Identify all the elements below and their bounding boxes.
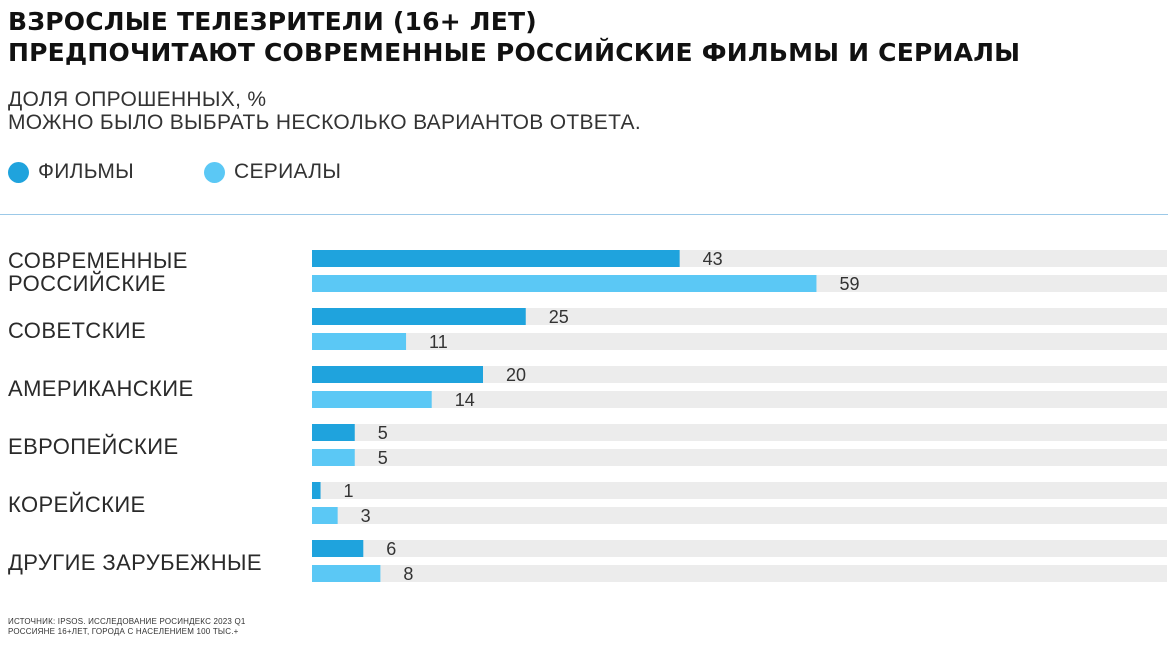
bar-track bbox=[312, 366, 1167, 383]
bar-track bbox=[312, 565, 1167, 582]
source-note: ИСТОЧНИК: IPSOS. ИССЛЕДОВАНИЕ РОСИНДЕКС … bbox=[8, 617, 246, 637]
data-label-films: 1 bbox=[344, 481, 354, 501]
bar-films bbox=[312, 366, 483, 383]
source-line: ИСТОЧНИК: IPSOS. ИССЛЕДОВАНИЕ РОСИНДЕКС … bbox=[8, 617, 246, 626]
data-label-films: 43 bbox=[703, 249, 723, 269]
bar-films bbox=[312, 540, 364, 557]
bar-series bbox=[312, 507, 338, 524]
chart-subtitle: ДОЛЯ ОПРОШЕННЫХ, % МОЖНО БЫЛО ВЫБРАТЬ НЕ… bbox=[8, 88, 641, 134]
divider bbox=[0, 214, 1168, 215]
bar-track bbox=[312, 391, 1167, 408]
legend-item-films: ФИЛЬМЫ bbox=[8, 160, 134, 184]
category-label: ДРУГИЕ ЗАРУБЕЖНЫЕ bbox=[8, 549, 262, 575]
chart-title: ВЗРОСЛЫЕ ТЕЛЕЗРИТЕЛИ (16+ ЛЕТ) ПРЕДПОЧИТ… bbox=[8, 6, 1020, 68]
data-label-series: 5 bbox=[378, 448, 388, 468]
bar-films bbox=[312, 482, 321, 499]
data-label-series: 11 bbox=[429, 332, 448, 352]
chart-title-line: ПРЕДПОЧИТАЮТ СОВРЕМЕННЫЕ РОССИЙСКИЕ ФИЛЬ… bbox=[8, 38, 1021, 67]
legend-dot-series bbox=[204, 161, 225, 183]
category-label: ЕВРОПЕЙСКИЕ bbox=[8, 433, 179, 459]
bar-series bbox=[312, 275, 817, 292]
legend-label-series: СЕРИАЛЫ bbox=[234, 160, 342, 183]
bar-track bbox=[312, 482, 1167, 499]
data-label-films: 6 bbox=[386, 539, 396, 559]
legend-label-films: ФИЛЬМЫ bbox=[38, 160, 135, 183]
legend-item-series: СЕРИАЛЫ bbox=[204, 160, 341, 184]
category-label: АМЕРИКАНСКИЕ bbox=[8, 375, 194, 401]
bar-track bbox=[312, 449, 1167, 466]
subtitle-line: ДОЛЯ ОПРОШЕННЫХ, % bbox=[8, 88, 267, 111]
category-label: СОВЕТСКИЕ bbox=[8, 317, 147, 343]
data-label-films: 25 bbox=[549, 307, 569, 327]
data-label-series: 59 bbox=[839, 274, 859, 294]
data-label-films: 5 bbox=[378, 423, 388, 443]
source-line: РОССИЯНЕ 16+ЛЕТ, ГОРОДА С НАСЕЛЕНИЕМ 100… bbox=[8, 627, 239, 636]
data-label-films: 20 bbox=[506, 365, 526, 385]
bar-films bbox=[312, 424, 355, 441]
bar-films bbox=[312, 250, 680, 267]
bar-track bbox=[312, 333, 1167, 350]
category-label: КОРЕЙСКИЕ bbox=[8, 491, 146, 517]
legend-dot-films bbox=[8, 161, 29, 183]
data-label-series: 8 bbox=[403, 564, 413, 584]
bar-series bbox=[312, 565, 381, 582]
data-label-series: 14 bbox=[455, 390, 475, 410]
chart-title-line: ВЗРОСЛЫЕ ТЕЛЕЗРИТЕЛИ (16+ ЛЕТ) bbox=[8, 7, 537, 36]
bar-films bbox=[312, 308, 526, 325]
subtitle-line: МОЖНО БЫЛО ВЫБРАТЬ НЕСКОЛЬКО ВАРИАНТОВ О… bbox=[8, 111, 641, 134]
bar-series bbox=[312, 391, 432, 408]
bar-track bbox=[312, 424, 1167, 441]
bar-track bbox=[312, 507, 1167, 524]
bar-track bbox=[312, 540, 1167, 557]
data-label-series: 3 bbox=[361, 506, 371, 526]
bar-series bbox=[312, 449, 355, 466]
category-label: СОВРЕМЕННЫЕ РОССИЙСКИЕ bbox=[8, 248, 188, 296]
bar-series bbox=[312, 333, 407, 350]
